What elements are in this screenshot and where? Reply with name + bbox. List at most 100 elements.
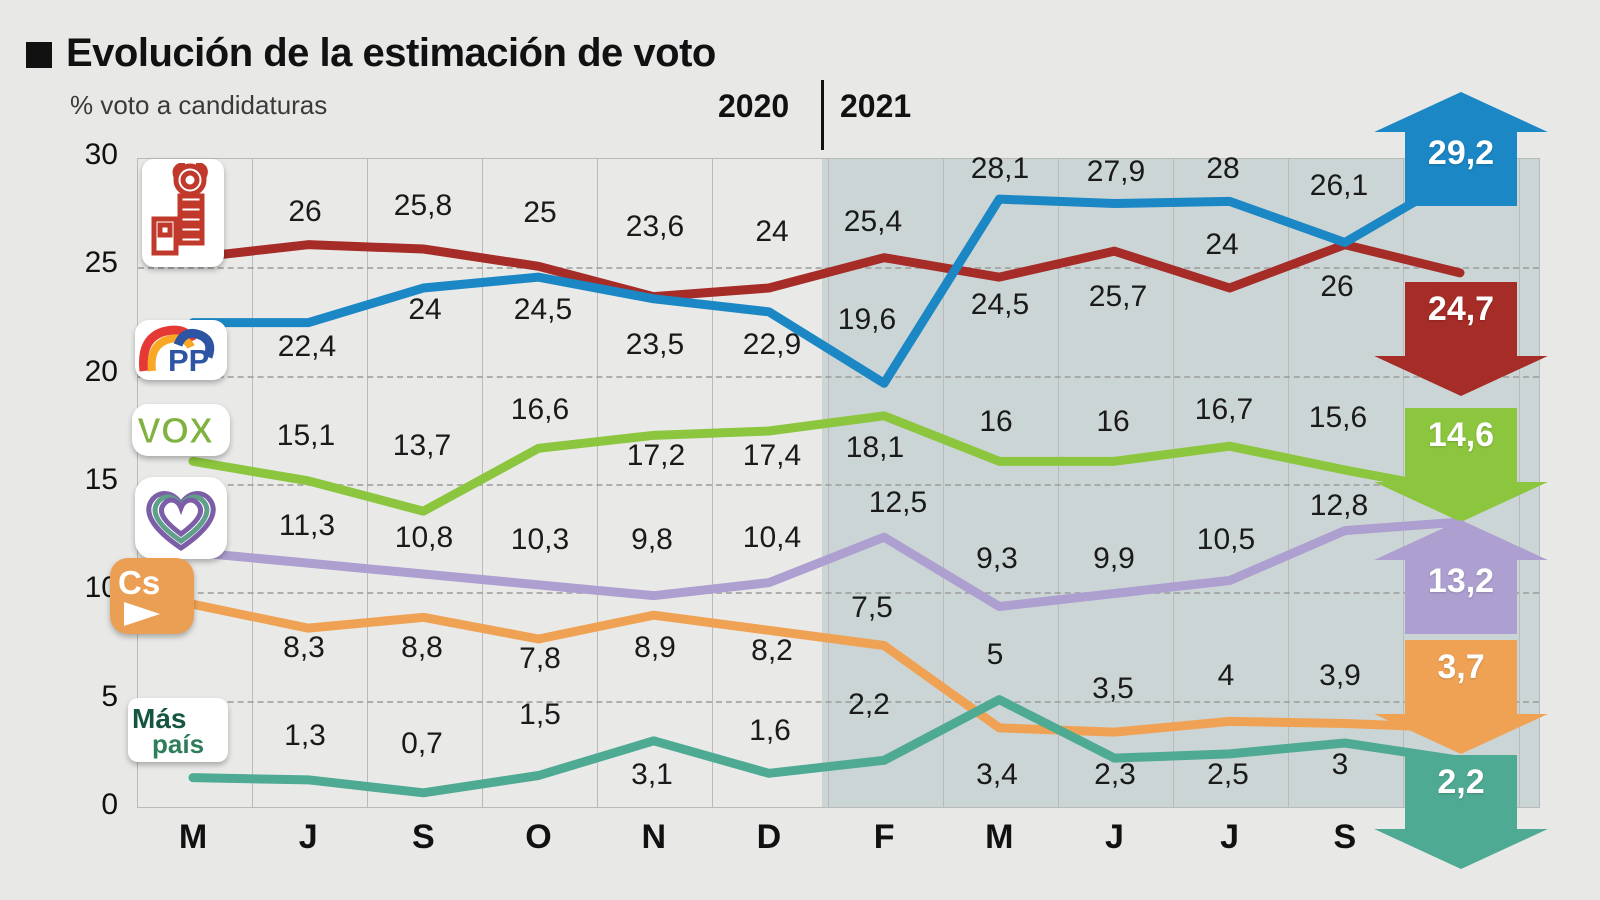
data-label: 24 bbox=[755, 215, 789, 248]
data-label: 7,5 bbox=[851, 591, 893, 624]
grid-vline bbox=[1173, 159, 1175, 807]
grid-hline bbox=[138, 484, 1539, 486]
data-label: 10,3 bbox=[510, 523, 570, 556]
data-label: 3,9 bbox=[1319, 659, 1361, 692]
x-axis-tick: S bbox=[1333, 818, 1357, 856]
data-label: 22,9 bbox=[742, 328, 802, 361]
grid-hline bbox=[138, 375, 1539, 378]
x-axis-tick: M bbox=[178, 818, 208, 856]
y-axis-tick: 0 bbox=[101, 788, 118, 821]
data-label: 10,8 bbox=[394, 521, 454, 554]
data-label: 7,8 bbox=[519, 642, 561, 675]
data-label: 4 bbox=[1217, 659, 1235, 692]
data-label: 13,7 bbox=[392, 429, 452, 462]
data-label: 12,5 bbox=[868, 486, 928, 519]
data-label: 19,6 bbox=[837, 303, 897, 336]
title-bullet-icon bbox=[26, 42, 52, 68]
data-label: 0,7 bbox=[401, 727, 443, 760]
y-axis-tick: 10 bbox=[84, 571, 118, 605]
psoe-fist-rose-logo bbox=[142, 159, 224, 267]
page-title: Evolución de la estimación de voto bbox=[66, 31, 716, 75]
data-label: 8,2 bbox=[751, 634, 793, 667]
data-label: 2,2 bbox=[848, 688, 890, 721]
data-label: 16 bbox=[1096, 405, 1130, 438]
x-axis-tick: J bbox=[1104, 818, 1124, 856]
mas-pais-logo-icon: Más país bbox=[132, 703, 204, 759]
y-axis-tick: 20 bbox=[84, 354, 118, 388]
arrow-shape-down bbox=[1374, 755, 1548, 869]
svg-text:PP: PP bbox=[168, 343, 209, 377]
data-label: 1,3 bbox=[284, 719, 326, 752]
x-axis-tick: M bbox=[985, 818, 1014, 856]
y-axis-tick: 30 bbox=[84, 138, 118, 171]
data-label: 2,5 bbox=[1207, 758, 1249, 791]
year-label-2020: 2020 bbox=[718, 88, 790, 124]
y-axis-tick: 5 bbox=[101, 679, 118, 713]
chart-subtitle: % voto a candidaturas bbox=[70, 90, 328, 120]
vox-logo-icon: VOX bbox=[137, 410, 214, 452]
y-axis-tick: 25 bbox=[84, 246, 118, 280]
data-label: 1,5 bbox=[519, 698, 561, 731]
data-label: 26 bbox=[288, 195, 322, 228]
data-label: 26 bbox=[1320, 270, 1354, 303]
data-label: 5 bbox=[986, 638, 1004, 671]
arrow-shape-down bbox=[1374, 640, 1548, 754]
endcap-value: 24,7 bbox=[1427, 290, 1495, 328]
y-axis-tick: 15 bbox=[84, 463, 118, 496]
grid-vline bbox=[366, 159, 368, 807]
data-label: 10,5 bbox=[1196, 523, 1256, 556]
endcap-arrow-vox: 14,6 bbox=[1374, 408, 1548, 522]
endcap-arrow-pp: 29,2 bbox=[1374, 92, 1548, 206]
chart-plot-area bbox=[137, 158, 1540, 808]
data-label: 8,8 bbox=[401, 631, 443, 664]
svg-text:VOX: VOX bbox=[137, 410, 213, 451]
ciudadanos-logo: Cs bbox=[110, 558, 194, 634]
data-label: 27,9 bbox=[1086, 155, 1146, 188]
data-label: 8,9 bbox=[634, 631, 676, 664]
x-axis-tick: O bbox=[525, 818, 552, 856]
grid-vline bbox=[827, 159, 829, 807]
podemos-heart-logo bbox=[135, 477, 227, 559]
data-label: 8,3 bbox=[283, 631, 325, 664]
data-label: 25,4 bbox=[843, 205, 903, 238]
endcap-arrow-psoe: 24,7 bbox=[1374, 282, 1548, 396]
x-axis-tick: N bbox=[641, 818, 666, 856]
x-axis-tick: J bbox=[1220, 818, 1240, 856]
endcap-value: 2,2 bbox=[1437, 763, 1485, 801]
grid-vline bbox=[251, 159, 253, 807]
x-axis-tick: F bbox=[873, 818, 895, 856]
x-axis-tick: D bbox=[756, 818, 782, 856]
data-label: 17,4 bbox=[742, 439, 802, 472]
pp-logo-icon: PP bbox=[138, 325, 215, 377]
endcap-arrow-cs: 3,7 bbox=[1374, 640, 1548, 754]
podemos-logo-icon bbox=[146, 491, 216, 552]
svg-text:Cs: Cs bbox=[118, 564, 160, 601]
data-label: 24 bbox=[408, 293, 442, 326]
svg-text:Más: Más bbox=[132, 703, 186, 734]
year-divider bbox=[821, 80, 824, 150]
data-label: 3,5 bbox=[1092, 672, 1134, 705]
data-label: 9,8 bbox=[631, 523, 673, 556]
data-label: 1,6 bbox=[749, 714, 791, 747]
pp-logo: PP bbox=[135, 320, 227, 380]
grid-hline bbox=[138, 700, 1539, 703]
arrow-shape-down bbox=[1374, 408, 1548, 522]
data-label: 17,2 bbox=[626, 439, 686, 472]
endcap-value: 14,6 bbox=[1427, 416, 1495, 454]
data-label: 15,6 bbox=[1308, 401, 1368, 434]
endcap-value: 29,2 bbox=[1427, 134, 1495, 172]
psoe-logo-icon bbox=[151, 163, 208, 256]
grid-vline bbox=[597, 159, 599, 807]
data-label: 16 bbox=[979, 405, 1013, 438]
data-label: 25 bbox=[523, 196, 557, 229]
mas-pais-logo: Más país bbox=[128, 698, 228, 762]
data-label: 3,4 bbox=[976, 758, 1018, 791]
data-label: 12,8 bbox=[1309, 489, 1369, 522]
year-label-2021: 2021 bbox=[840, 88, 912, 124]
data-label: 24 bbox=[1205, 228, 1239, 261]
data-label: 24,5 bbox=[513, 293, 573, 326]
x-axis-tick: S bbox=[412, 818, 435, 856]
vox-logo: VOX bbox=[132, 404, 230, 456]
arrow-shape-up bbox=[1374, 92, 1548, 206]
data-label: 24,5 bbox=[970, 288, 1030, 321]
